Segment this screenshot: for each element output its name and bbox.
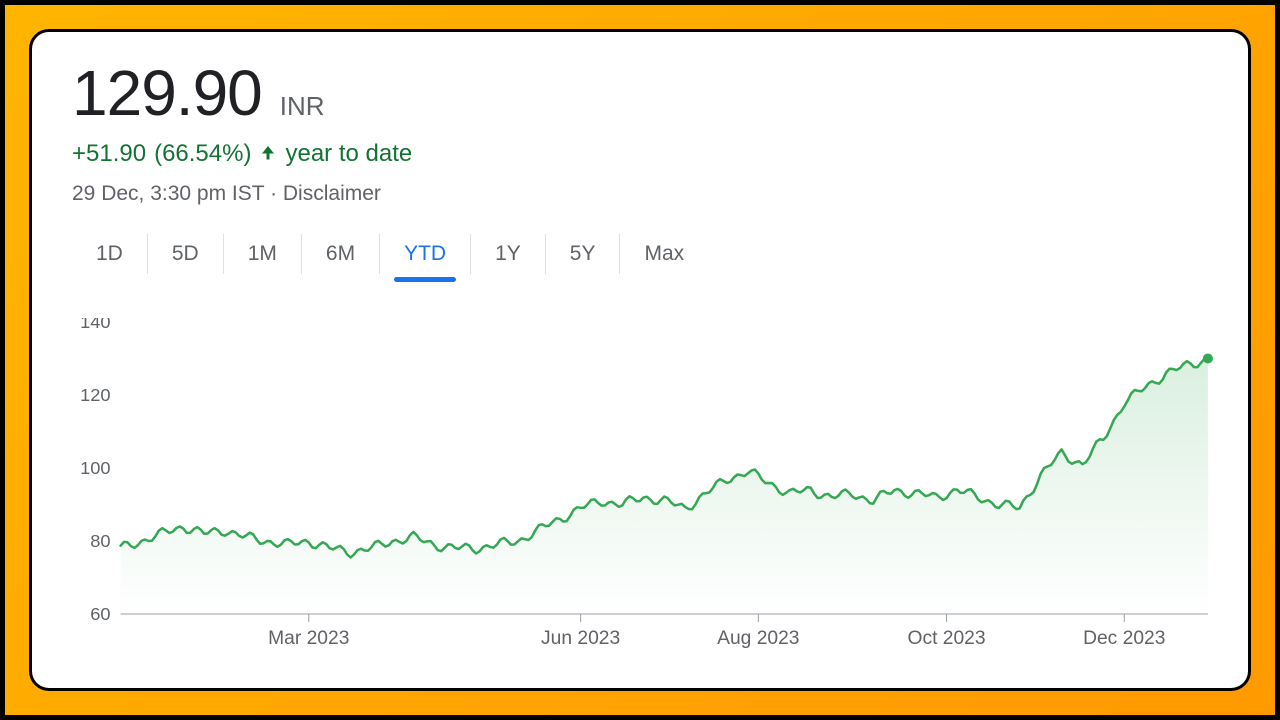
tab-max[interactable]: Max bbox=[620, 234, 708, 274]
price-chart: 60 80 100 120 140 Mar 2023 Jun 2023 Aug 2023 Oct… bbox=[72, 318, 1216, 658]
tab-1d[interactable]: 1D bbox=[72, 234, 148, 274]
stock-card: 129.90 INR +51.90 (66.54%) year to date … bbox=[29, 29, 1251, 691]
endpoint-marker bbox=[1203, 354, 1213, 364]
xtick-label: Aug 2023 bbox=[717, 628, 799, 649]
xtick-label: Oct 2023 bbox=[908, 628, 986, 649]
xtick-label: Mar 2023 bbox=[268, 628, 349, 649]
currency-label: INR bbox=[280, 91, 325, 122]
timestamp-text: 29 Dec, 3:30 pm IST bbox=[72, 182, 264, 205]
tab-ytd[interactable]: YTD bbox=[380, 234, 471, 274]
change-period: year to date bbox=[285, 140, 412, 168]
ytick-label: 80 bbox=[90, 531, 110, 551]
tab-5d[interactable]: 5D bbox=[148, 234, 224, 274]
price-value: 129.90 bbox=[72, 56, 262, 130]
change-absolute: +51.90 bbox=[72, 140, 146, 168]
xtick-label: Dec 2023 bbox=[1083, 628, 1165, 649]
xtick-label: Jun 2023 bbox=[541, 628, 620, 649]
ytick-label: 60 bbox=[90, 604, 110, 624]
tab-1m[interactable]: 1M bbox=[224, 234, 302, 274]
chart-fill bbox=[121, 359, 1208, 615]
ytick-label: 120 bbox=[80, 385, 110, 405]
disclaimer-link[interactable]: Disclaimer bbox=[283, 182, 381, 205]
tab-1y[interactable]: 1Y bbox=[471, 234, 546, 274]
change-row: +51.90 (66.54%) year to date bbox=[72, 140, 1216, 168]
arrow-up-icon bbox=[259, 140, 277, 168]
tab-6m[interactable]: 6M bbox=[302, 234, 380, 274]
chart-svg: 60 80 100 120 140 Mar 2023 Jun 2023 Aug 2023 Oct… bbox=[72, 318, 1216, 658]
timestamp-row: 29 Dec, 3:30 pm IST · Disclaimer bbox=[72, 182, 1216, 206]
range-tabs: 1D5D1M6MYTD1Y5YMax bbox=[72, 234, 1216, 274]
ytick-label: 140 bbox=[80, 318, 110, 332]
price-row: 129.90 INR bbox=[72, 56, 1216, 130]
change-percent: (66.54%) bbox=[154, 140, 251, 168]
outer-frame: 129.90 INR +51.90 (66.54%) year to date … bbox=[0, 0, 1280, 720]
tab-5y[interactable]: 5Y bbox=[546, 234, 621, 274]
separator-dot: · bbox=[270, 182, 283, 205]
ytick-label: 100 bbox=[80, 458, 110, 478]
